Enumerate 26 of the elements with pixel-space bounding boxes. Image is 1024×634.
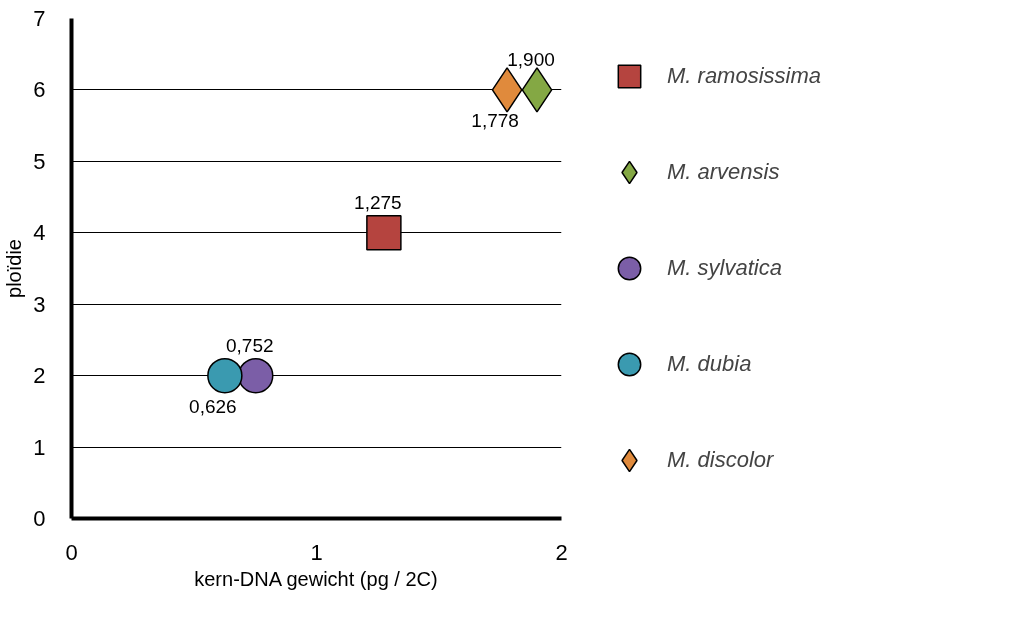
annotation: 1,778 (471, 109, 519, 131)
legend-label: M. arvensis (667, 159, 780, 185)
y-axis-title: ploïdie (3, 239, 26, 298)
y-tick-label: 1 (33, 434, 46, 460)
x-tick-label: 1 (310, 539, 323, 565)
legend-label: M. discolor (667, 447, 774, 473)
legend-label: M. dubia (667, 351, 752, 377)
y-tick-label: 3 (33, 291, 46, 317)
legend-label: M. ramosissima (667, 63, 822, 89)
annotation: 0,626 (189, 395, 237, 417)
x-tick-label: 2 (555, 539, 568, 565)
y-tick-label: 2 (33, 363, 46, 389)
y-tick-label: 6 (33, 77, 46, 103)
legend-label: M. sylvatica (667, 255, 782, 281)
annotation: 1,275 (354, 191, 402, 213)
x-tick-label: 0 (65, 539, 78, 565)
point (366, 215, 402, 251)
y-tick-label: 5 (33, 148, 46, 174)
y-tick-label: 0 (33, 506, 46, 531)
x-axis-title: kern-DNA gewicht (pg / 2C) (194, 567, 438, 590)
point (237, 357, 274, 394)
y-tick-label: 7 (33, 6, 46, 31)
annotation: 1,900 (507, 48, 555, 70)
annotation: 0,752 (225, 334, 274, 356)
y-tick-label: 4 (33, 220, 46, 246)
point (207, 357, 243, 394)
